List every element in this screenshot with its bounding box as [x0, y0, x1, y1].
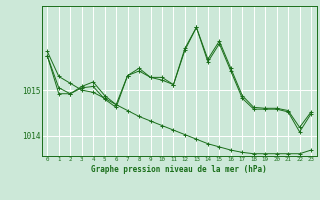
X-axis label: Graphe pression niveau de la mer (hPa): Graphe pression niveau de la mer (hPa): [91, 165, 267, 174]
